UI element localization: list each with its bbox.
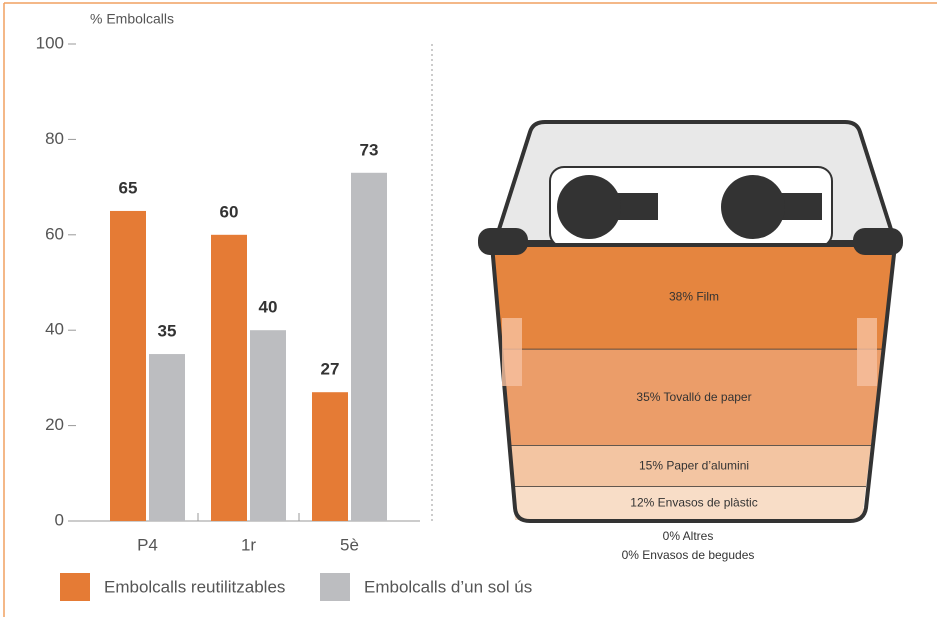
layer-label: 35% Tovalló de paper	[636, 390, 751, 404]
value-label: 40	[259, 298, 278, 317]
layer-label: 0% Altres	[663, 529, 714, 543]
bin-wheel	[557, 175, 621, 239]
layer-label: 38% Film	[669, 289, 719, 303]
y-tick-label: 20	[45, 415, 64, 434]
bar	[250, 330, 286, 521]
value-label: 73	[360, 140, 379, 159]
hazard-stripe	[502, 318, 522, 386]
bin-handle	[478, 228, 528, 255]
bin-layer	[512, 487, 866, 520]
bar	[312, 392, 348, 521]
bin-outline	[489, 243, 898, 523]
legend-label: Embolcalls d’un sol ús	[364, 577, 532, 596]
bar	[351, 172, 387, 522]
bin-front	[478, 228, 903, 523]
legend-swatch	[320, 573, 350, 601]
y-tick-label: 60	[45, 224, 64, 243]
bin-layer	[492, 245, 895, 350]
value-label: 65	[119, 178, 138, 197]
y-tick-label: 0	[55, 510, 64, 529]
y-tick-label: 100	[36, 33, 64, 52]
legend-swatch	[60, 573, 90, 601]
legend-label: Embolcalls reutilitzables	[104, 577, 285, 596]
bar	[211, 234, 247, 522]
bin-illustration	[492, 120, 898, 248]
value-label: 35	[158, 322, 177, 341]
bin-layer	[508, 445, 871, 487]
bin-layers: 38% Film 35% Tovalló de paper 15% Paper d’…	[492, 245, 895, 520]
y-tick-label: 40	[45, 320, 64, 339]
y-tick-label: 80	[45, 129, 64, 148]
value-label: 60	[220, 202, 239, 221]
y-axis-label: % Embolcalls	[90, 11, 174, 27]
layer-label: 15% Paper d’alumini	[639, 459, 749, 473]
bin-handle	[853, 228, 903, 255]
layer-label: 12% Envasos de plàstic	[630, 496, 757, 510]
layer-label: 0% Envasos de begudes	[622, 548, 755, 562]
value-label: 27	[321, 360, 340, 379]
x-tick-label: P4	[137, 535, 158, 554]
x-tick-label: 1r	[241, 535, 256, 554]
x-tick-label: 5è	[340, 535, 359, 554]
bar	[110, 210, 146, 521]
bin-wheel	[721, 175, 785, 239]
bar	[149, 354, 185, 521]
hazard-stripe	[857, 318, 877, 386]
bin-layer	[500, 349, 883, 446]
